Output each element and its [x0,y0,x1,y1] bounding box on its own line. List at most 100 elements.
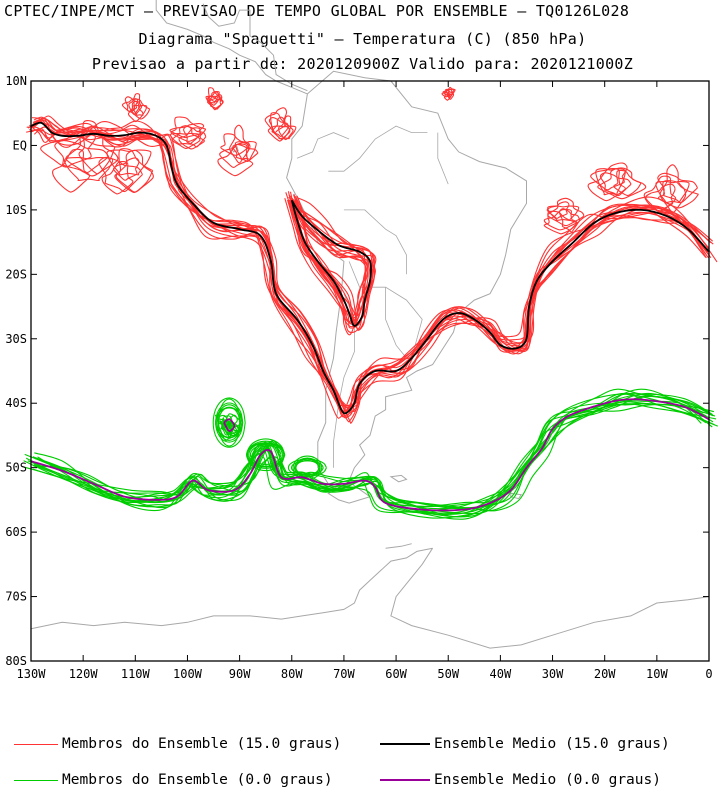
legend-item: Ensemble Medio (15.0 graus) [380,736,670,752]
member-contour-15c [101,161,134,195]
member-contour-15c [169,122,205,139]
member-contour-15c [232,143,259,163]
legend-label: Ensemble Medio (0.0 graus) [434,772,661,788]
ensemble-mean-contour [223,418,236,432]
x-tick-label: 50W [437,667,459,681]
member-contour-15c [63,157,114,182]
member-contour-15c [547,197,585,227]
ensemble-mean-contour [290,199,372,327]
legend-item: Membros do Ensemble (0.0 graus) [14,772,333,788]
x-tick-label: 70W [333,667,355,681]
member-contour-15c [31,117,708,412]
member-contour-15c [543,208,578,231]
y-tick-label: 10S [5,203,27,217]
border-line [437,132,449,185]
member-contour-15c [128,93,143,116]
member-contour-15c [546,201,570,219]
member-contour-0c [287,458,327,477]
x-tick-label: 40W [490,667,512,681]
y-tick-label: 80S [5,654,27,668]
member-contour-15c [121,98,139,113]
x-tick-label: 10W [646,667,668,681]
member-contour-15c [98,156,143,193]
legend-label: Membros do Ensemble (0.0 graus) [62,772,333,788]
ensemble-mean-layer [30,121,710,512]
member-contour-15c [65,129,119,177]
coast-falklands [389,474,408,483]
member-contour-0c [216,404,242,441]
x-tick-label: 60W [385,667,407,681]
member-contour-15c [220,133,250,156]
member-contour-15c [264,107,288,134]
member-contour-15c [268,117,290,138]
x-tick-label: 110W [121,667,151,681]
member-contour-15c [267,112,292,142]
member-contour-0c [218,418,232,435]
member-contour-15c [287,193,366,331]
x-tick-label: 30W [542,667,564,681]
border-line [328,125,428,172]
coast-south-america [286,70,527,491]
y-tick-label: 30S [5,332,27,346]
member-contour-15c [659,164,687,214]
legend-swatch [380,779,430,781]
member-contour-15c [442,88,455,97]
legend-label: Ensemble Medio (15.0 graus) [434,736,670,752]
border-line [296,132,350,159]
legend-item: Membros do Ensemble (15.0 graus) [14,736,341,752]
coast-central-america-east [202,3,308,92]
member-contour-15c [587,168,626,202]
member-contour-0c [218,406,241,439]
chart-title-line-3: Previsao a partir de: 2020120900Z Valido… [91,55,634,73]
x-tick-label: 120W [69,667,99,681]
x-tick-label: 80W [281,667,303,681]
plot-frame [30,80,710,662]
member-contour-15c [613,169,642,197]
legend-label: Membros do Ensemble (15.0 graus) [62,736,342,752]
member-contour-15c [278,115,294,141]
member-contour-0c [37,388,713,520]
member-contour-15c [208,90,222,103]
member-contour-0c [249,444,282,466]
member-contour-15c [645,183,676,213]
member-contour-0c [295,458,320,477]
member-contour-15c [643,175,677,213]
member-contour-15c [219,141,251,169]
legend-swatch [380,743,430,745]
coast-south-georgia [510,492,523,500]
y-tick-label: 20S [5,267,27,281]
axis-ticks-layer: 130W 120W 110W 100W 90W 80W 70W 60W 50W 40W 30W 20W… [5,74,712,681]
member-contour-15c [217,143,254,177]
member-contour-15c [206,91,224,109]
member-contour-0c [246,440,285,469]
x-tick-label: 20W [594,667,616,681]
ensemble-mean-contour [30,121,710,415]
coast-south-shetland [385,543,412,549]
border-line [385,287,407,359]
member-contour-15c [597,167,647,200]
member-contour-15c [293,194,367,321]
member-contour-15c [543,210,578,235]
legend-swatch [14,779,58,781]
member-contour-15c [178,127,205,150]
y-tick-label: 10N [5,74,27,88]
member-contour-15c [170,116,207,142]
x-tick-label: 90W [229,667,251,681]
coast-weddell [390,547,710,649]
coastline-layer [30,0,710,649]
member-contour-15c [657,180,699,209]
y-tick-label: 40S [5,396,27,410]
y-tick-label: 70S [5,590,27,604]
member-contour-0c [35,400,710,509]
y-tick-label: EQ [13,138,27,152]
member-contour-15c [115,149,154,193]
member-contour-0c [292,455,323,480]
member-contour-15c [40,130,96,168]
member-contour-0c [212,397,246,448]
x-tick-label: 130W [17,667,47,681]
border-line [348,261,423,359]
y-tick-label: 60S [5,525,27,539]
member-contour-15c [590,162,628,191]
legend-swatch [14,743,58,745]
